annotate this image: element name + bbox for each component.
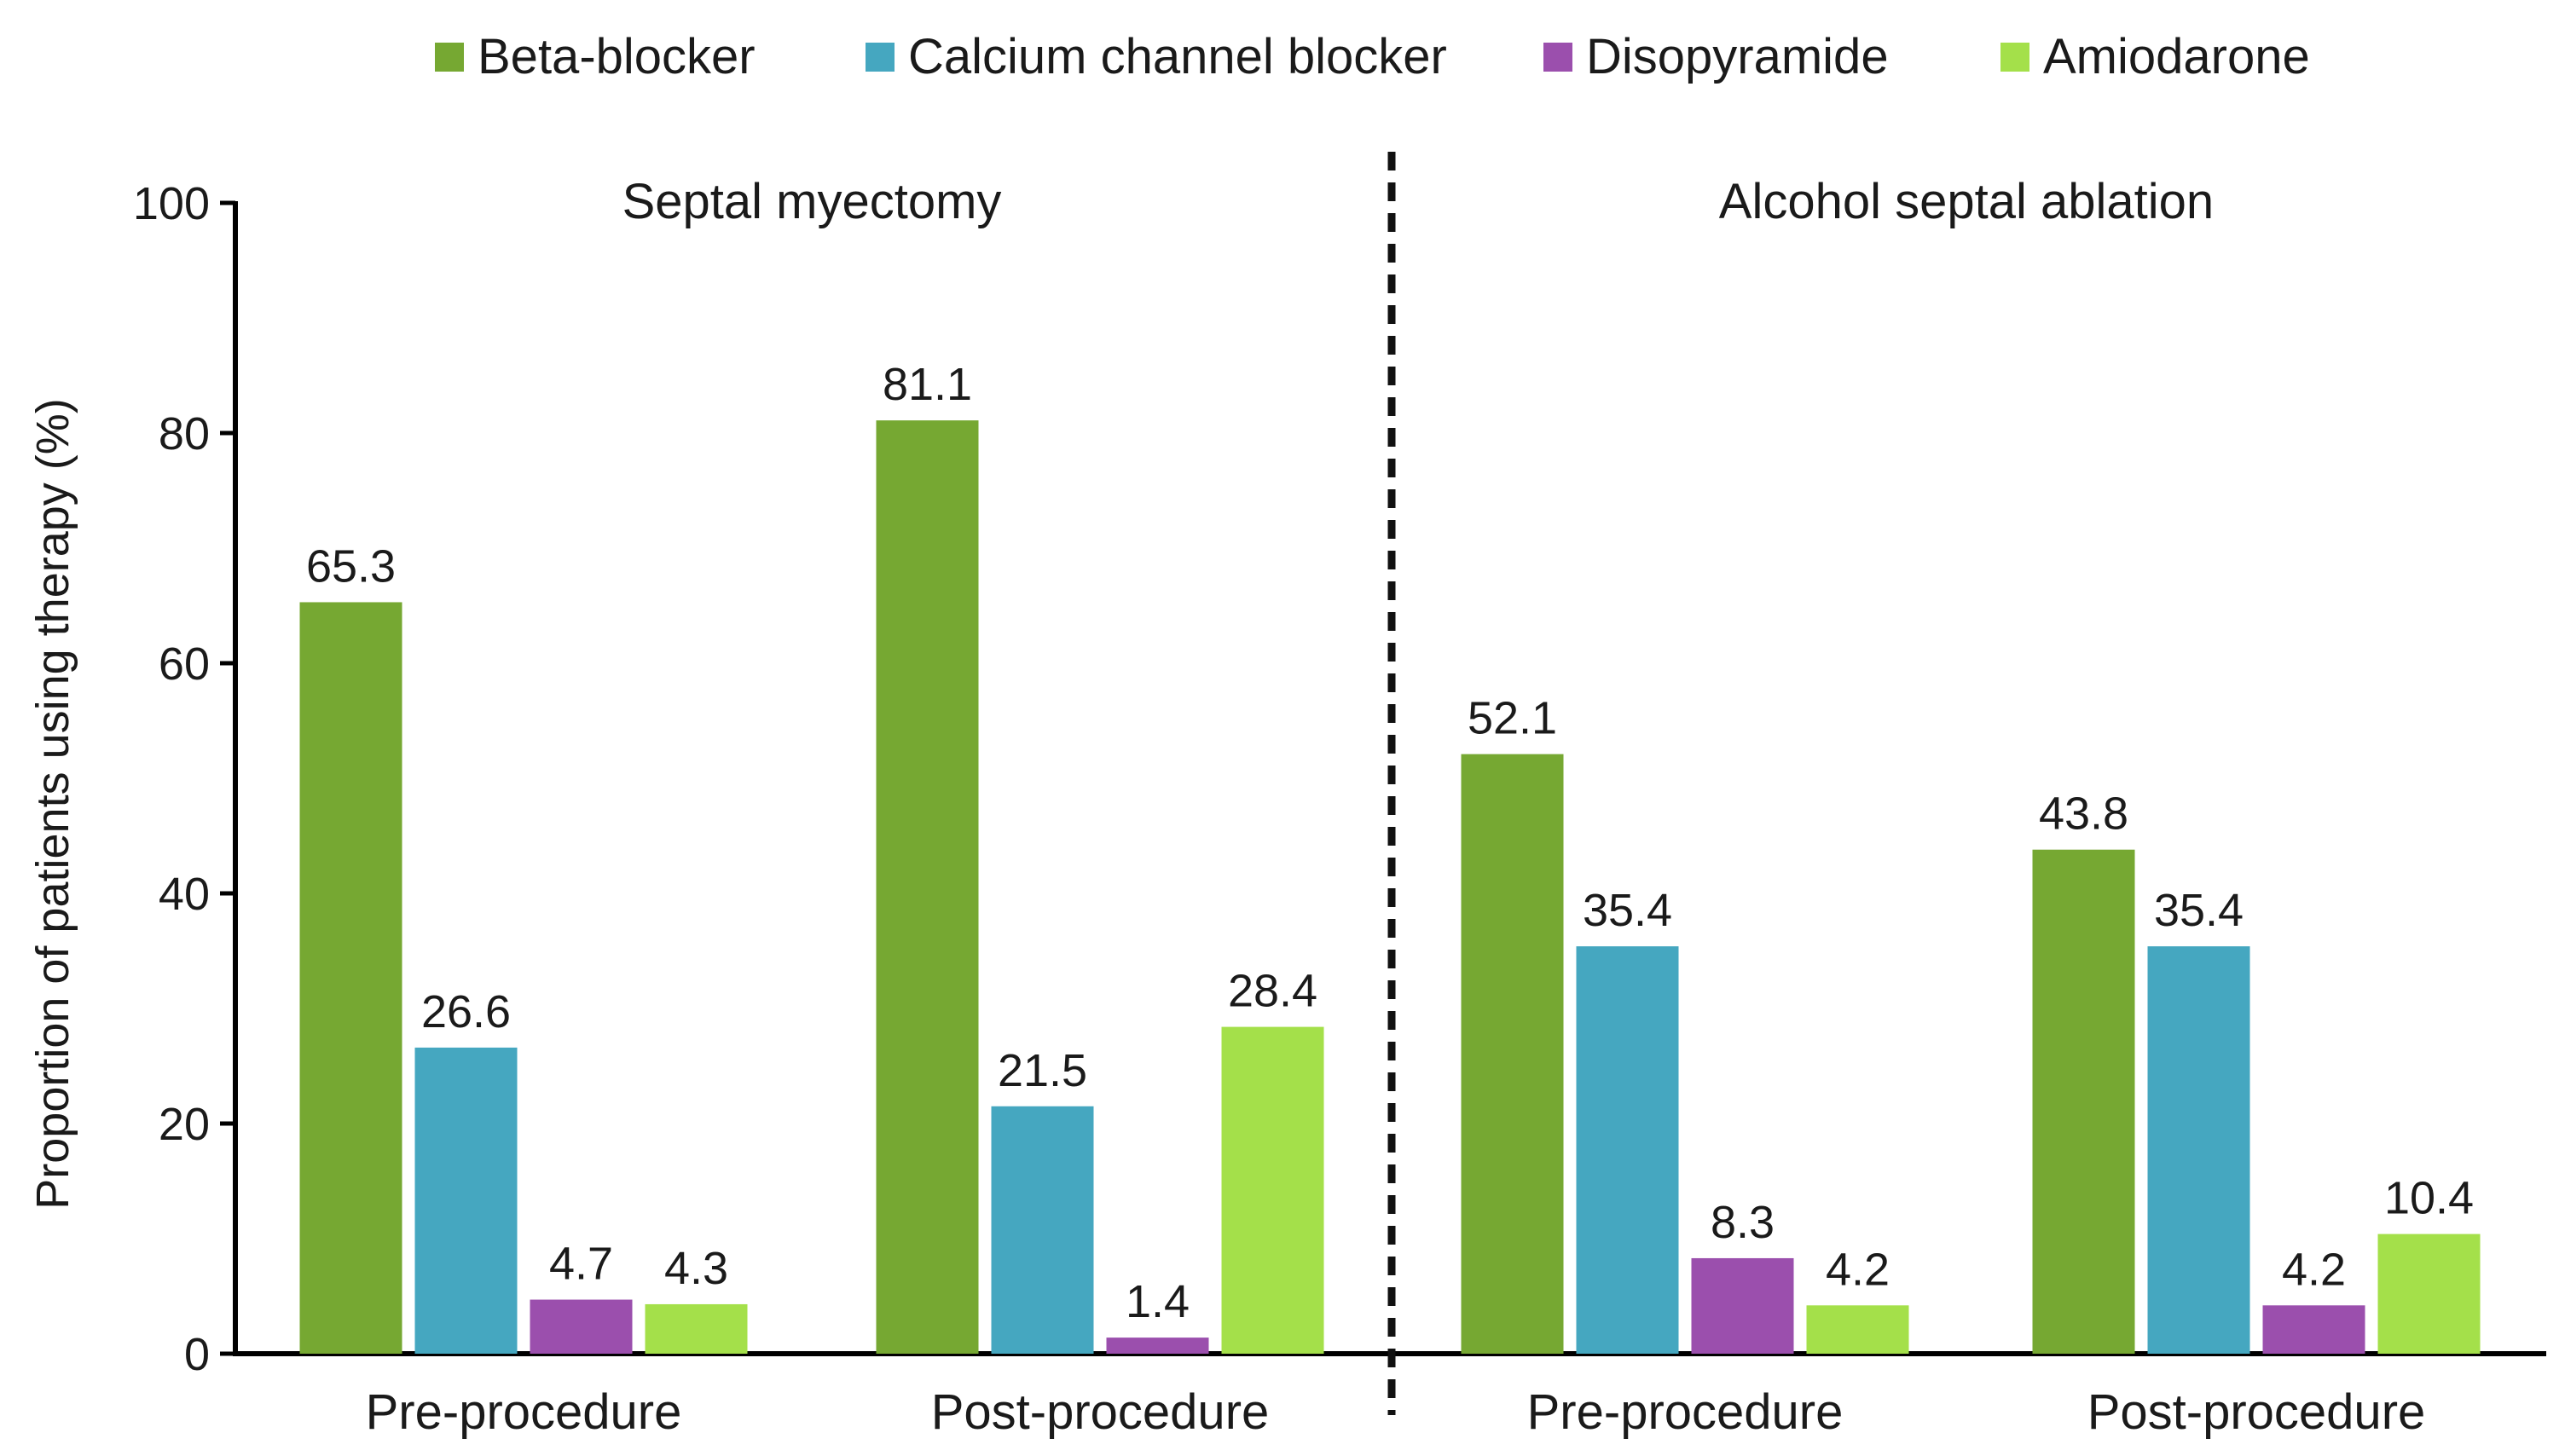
legend-swatch — [866, 43, 895, 72]
bar — [2377, 1234, 2481, 1354]
value-label: 28.4 — [1228, 966, 1317, 1017]
y-tick-label: 20 — [159, 1099, 210, 1150]
y-tick-label: 60 — [159, 638, 210, 690]
x-group-label: Pre-procedure — [366, 1384, 682, 1440]
value-label: 10.4 — [2384, 1173, 2474, 1224]
value-label: 81.1 — [883, 359, 972, 410]
bar — [530, 1299, 633, 1354]
legend-label: Beta-blocker — [478, 29, 756, 84]
legend-label: Calcium channel blocker — [908, 29, 1447, 84]
bar — [1691, 1257, 1794, 1354]
value-label: 4.2 — [2282, 1244, 2346, 1295]
bar — [2032, 849, 2135, 1354]
bar — [299, 602, 402, 1354]
y-axis-title: Proportion of patients using therapy (%) — [27, 398, 78, 1210]
value-label: 35.4 — [2154, 885, 2244, 936]
bar — [414, 1047, 518, 1354]
bar — [1461, 754, 1564, 1354]
panel-title: Septal myectomy — [622, 174, 1002, 229]
value-label: 21.5 — [998, 1045, 1087, 1096]
legend-label: Amiodarone — [2043, 29, 2310, 84]
group-labels: Pre-procedure Post-procedure Pre-procedure… — [366, 1384, 2426, 1440]
bar — [991, 1106, 1094, 1354]
value-label: 8.3 — [1711, 1197, 1775, 1248]
legend-swatch — [2000, 43, 2029, 72]
bar — [1806, 1305, 1909, 1354]
value-label: 4.7 — [549, 1239, 613, 1290]
legend-label: Disopyramide — [1586, 29, 1889, 84]
bar — [2262, 1305, 2365, 1354]
x-group-label: Post-procedure — [2087, 1384, 2426, 1440]
legend-swatch — [1543, 43, 1572, 72]
y-tick-label: 80 — [159, 408, 210, 459]
y-tick-label: 100 — [133, 178, 210, 229]
y-axis: 0 20 40 60 80 100 Proportion of patients usin… — [27, 178, 238, 1380]
x-group-label: Post-procedure — [931, 1384, 1270, 1440]
bars — [299, 420, 2481, 1354]
bar — [2147, 946, 2250, 1354]
value-label: 52.1 — [1468, 693, 1557, 744]
panel-title: Alcohol septal ablation — [1719, 174, 2214, 229]
bar — [876, 420, 979, 1354]
value-label: 26.6 — [421, 986, 511, 1037]
value-label: 1.4 — [1126, 1276, 1190, 1327]
value-label: 35.4 — [1583, 885, 1672, 936]
legend: Beta-blocker Calcium channel blocker Disop… — [435, 29, 2310, 84]
y-tick-label: 0 — [184, 1329, 210, 1380]
value-label: 4.3 — [664, 1243, 728, 1294]
value-label: 43.8 — [2039, 789, 2128, 840]
bar — [1576, 946, 1679, 1354]
x-group-label: Pre-procedure — [1527, 1384, 1844, 1440]
y-tick-label: 40 — [159, 869, 210, 920]
panel-titles: Septal myectomy Alcohol septal ablation — [622, 174, 2215, 229]
bar — [645, 1303, 748, 1354]
value-label: 65.3 — [306, 540, 396, 592]
bar — [1106, 1338, 1209, 1354]
value-labels: 65.3 26.6 4.7 4.3 81.1 21.5 1.4 28.4 52.1 35.4 8.3… — [306, 359, 2474, 1327]
bar — [1221, 1026, 1324, 1354]
value-label: 4.2 — [1826, 1244, 1890, 1295]
y-ticks: 0 20 40 60 80 100 — [133, 178, 235, 1380]
legend-swatch — [435, 43, 464, 72]
